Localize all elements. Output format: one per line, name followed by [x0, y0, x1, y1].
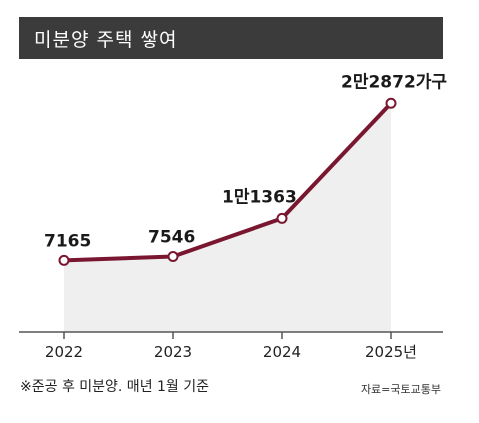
data-point — [167, 251, 179, 263]
source-note: 자료=국토교통부 — [360, 383, 441, 396]
data-label: 7546 — [148, 228, 195, 248]
data-point — [58, 254, 70, 266]
x-tick-label: 2025년 — [365, 343, 417, 361]
data-point — [385, 97, 397, 109]
area-fill — [64, 103, 391, 332]
title-bar: 미분양 주택 쌓여 — [19, 17, 443, 59]
x-tick-label: 2023 — [154, 343, 192, 361]
data-label: 2만2872가구 — [341, 72, 447, 92]
data-label: 1만1363 — [222, 187, 297, 207]
x-tick-label: 2024 — [263, 343, 301, 361]
series-line — [63, 101, 393, 263]
data-point — [276, 212, 288, 224]
footnote: ※준공 후 미분양. 매년 1월 기준 — [20, 379, 210, 395]
chart-title: 미분양 주택 쌓여 — [34, 29, 178, 51]
x-tick-label: 2022 — [45, 343, 83, 361]
data-label: 7165 — [44, 231, 91, 251]
